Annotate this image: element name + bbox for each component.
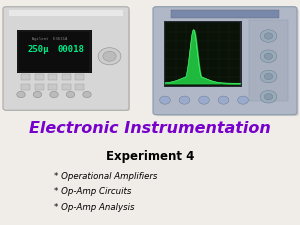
Bar: [21, 84, 30, 90]
Bar: [61, 63, 70, 70]
Circle shape: [260, 90, 277, 103]
Bar: [48, 63, 57, 70]
Circle shape: [264, 53, 273, 59]
FancyBboxPatch shape: [156, 9, 299, 116]
Text: * Op-Amp Circuits: * Op-Amp Circuits: [54, 187, 131, 196]
Circle shape: [160, 96, 170, 104]
Bar: [165, 22, 240, 86]
Bar: [48, 74, 57, 80]
Circle shape: [50, 91, 58, 98]
Bar: [75, 84, 84, 90]
Bar: [164, 21, 242, 87]
FancyBboxPatch shape: [7, 10, 130, 111]
Circle shape: [238, 96, 248, 104]
Bar: [34, 84, 43, 90]
Bar: [21, 63, 30, 70]
Bar: [61, 74, 70, 80]
Circle shape: [199, 96, 209, 104]
Circle shape: [260, 70, 277, 83]
Circle shape: [264, 33, 273, 39]
Bar: [9, 10, 123, 16]
Circle shape: [98, 48, 121, 65]
Circle shape: [260, 50, 277, 63]
Bar: [61, 84, 70, 90]
Circle shape: [33, 91, 42, 98]
Text: * Operational Amplifiers: * Operational Amplifiers: [54, 172, 158, 181]
Bar: [75, 74, 84, 80]
Text: Experiment 4: Experiment 4: [106, 150, 194, 163]
Text: 250μ: 250μ: [27, 45, 49, 54]
Bar: [34, 63, 43, 70]
Circle shape: [218, 96, 229, 104]
Circle shape: [260, 30, 277, 42]
Bar: [34, 74, 43, 80]
Text: 00018: 00018: [57, 45, 84, 54]
Bar: [48, 84, 57, 90]
Bar: [16, 30, 92, 73]
FancyBboxPatch shape: [3, 7, 129, 110]
Circle shape: [103, 51, 116, 61]
Bar: [249, 20, 288, 101]
Bar: [18, 32, 90, 72]
Circle shape: [179, 96, 190, 104]
Text: Electronic Instrumentation: Electronic Instrumentation: [29, 121, 271, 136]
FancyBboxPatch shape: [153, 7, 297, 115]
Text: Agilent  E3631A: Agilent E3631A: [27, 37, 68, 41]
Circle shape: [66, 91, 75, 98]
Text: * Op-Amp Analysis: * Op-Amp Analysis: [54, 203, 134, 212]
Circle shape: [83, 91, 91, 98]
Circle shape: [264, 94, 273, 100]
Bar: [171, 10, 279, 18]
Bar: [21, 74, 30, 80]
Bar: [75, 63, 84, 70]
Circle shape: [264, 73, 273, 80]
Circle shape: [17, 91, 25, 98]
